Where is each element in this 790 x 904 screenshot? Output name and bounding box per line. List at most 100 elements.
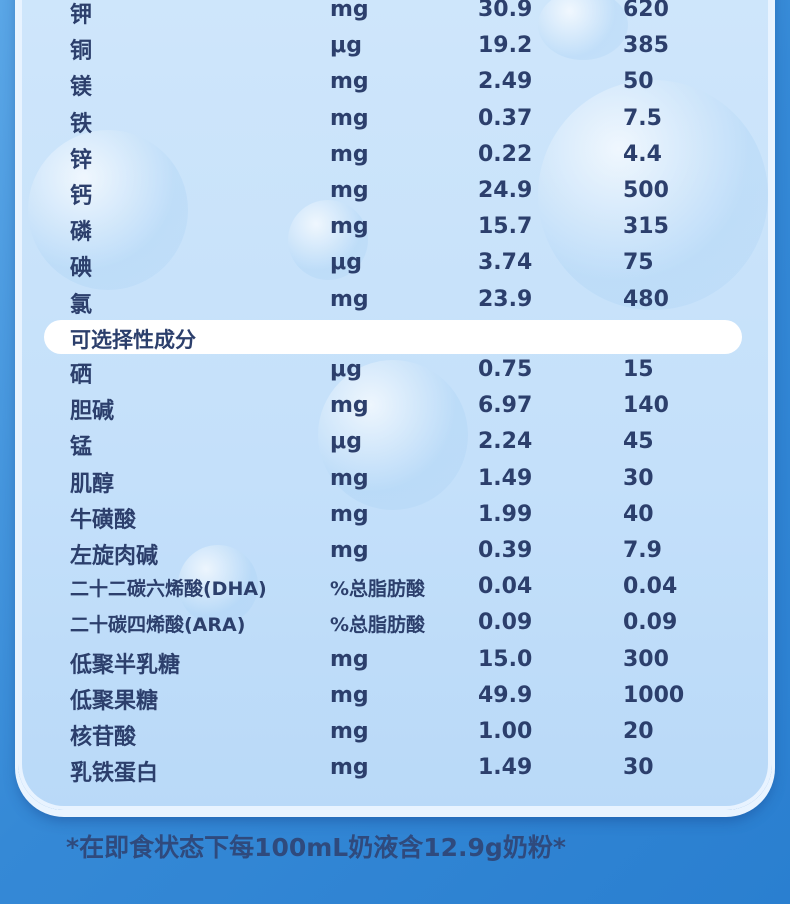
- value-per-100kj: 1.99: [478, 501, 533, 527]
- nutrient-name: 牛磺酸: [70, 507, 137, 533]
- section-header-optional: 可选择性成分: [44, 320, 742, 354]
- value-per-100g: 7.5: [623, 105, 662, 131]
- value-per-100kj: 0.39: [478, 538, 533, 563]
- unit: μg: [330, 429, 362, 455]
- decorative-bubble: [538, 0, 628, 60]
- value-per-100g: 500: [623, 178, 669, 203]
- value-per-100g: 7.9: [623, 538, 662, 563]
- nutrient-name: 二十二碳六烯酸(DHA): [70, 578, 267, 601]
- unit: mg: [330, 719, 369, 744]
- value-per-100kj: 24.9: [478, 178, 533, 203]
- unit: mg: [330, 646, 369, 672]
- value-per-100kj: 15.0: [478, 646, 533, 672]
- unit: mg: [330, 286, 369, 312]
- nutrient-name: 锌: [70, 147, 93, 173]
- table-row: 牛磺酸 mg 1.99 40: [70, 502, 750, 538]
- nutrient-name: 肌醇: [70, 471, 115, 497]
- value-per-100kj: 3.74: [478, 250, 533, 276]
- value-per-100kj: 1.00: [478, 719, 533, 744]
- value-per-100g: 75: [623, 250, 654, 276]
- value-per-100g: 385: [623, 33, 669, 59]
- table-row: 胆碱 mg 6.97 140: [70, 393, 750, 429]
- value-per-100kj: 2.24: [478, 429, 533, 455]
- table-row: 左旋肉碱 mg 0.39 7.9: [70, 538, 750, 574]
- value-per-100g: 315: [623, 214, 669, 240]
- value-per-100g: 140: [623, 393, 669, 419]
- value-per-100g: 20: [623, 719, 654, 744]
- table-row: 低聚半乳糖 mg 15.0 300: [70, 647, 750, 683]
- unit: μg: [330, 250, 362, 276]
- table-row: 肌醇 mg 1.49 30: [70, 466, 750, 502]
- value-per-100kj: 0.04: [478, 574, 533, 600]
- value-per-100kj: 30.9: [478, 0, 533, 22]
- unit: mg: [330, 214, 369, 240]
- value-per-100kj: 49.9: [478, 682, 533, 708]
- table-row: 磷 mg 15.7 315: [70, 214, 750, 250]
- value-per-100g: 45: [623, 429, 654, 455]
- table-row: 氯 mg 23.9 480: [70, 287, 750, 323]
- unit: mg: [330, 538, 369, 563]
- value-per-100kj: 19.2: [478, 33, 533, 59]
- value-per-100kj: 0.09: [478, 610, 533, 636]
- decorative-bubble: [538, 80, 768, 310]
- nutrient-name: 氯: [70, 292, 93, 318]
- value-per-100g: 40: [623, 501, 654, 527]
- nutrient-name: 核苷酸: [70, 725, 137, 750]
- table-row: 二十二碳六烯酸(DHA) %总脂肪酸 0.04 0.04: [70, 574, 750, 610]
- table-row: 铜 μg 19.2 385: [70, 33, 750, 69]
- table-row: 低聚果糖 mg 49.9 1000: [70, 683, 750, 719]
- table-row: 二十碳四烯酸(ARA) %总脂肪酸 0.09 0.09: [70, 610, 750, 646]
- unit: mg: [330, 393, 369, 419]
- value-per-100kj: 23.9: [478, 286, 533, 312]
- decorative-bubble: [178, 545, 258, 625]
- footnote: *在即食状态下每100mL奶液含12.9g奶粉*: [66, 833, 566, 862]
- value-per-100g: 0.09: [623, 610, 678, 636]
- value-per-100kj: 1.49: [478, 755, 533, 781]
- nutrient-name: 铜: [70, 39, 93, 65]
- nutrient-name: 铁: [70, 111, 93, 137]
- unit: %总脂肪酸: [330, 578, 426, 601]
- value-per-100g: 30: [623, 465, 654, 491]
- value-per-100kj: 1.49: [478, 465, 533, 491]
- nutrient-name: 胆碱: [70, 399, 115, 425]
- unit: mg: [330, 178, 369, 203]
- unit: mg: [330, 501, 369, 527]
- value-per-100kj: 15.7: [478, 214, 533, 240]
- table-row: 锰 μg 2.24 45: [70, 429, 750, 465]
- table-row: 核苷酸 mg 1.00 20: [70, 719, 750, 755]
- value-per-100g: 300: [623, 646, 669, 672]
- table-row: 锌 mg 0.22 4.4: [70, 142, 750, 178]
- section-title: 可选择性成分: [70, 328, 196, 352]
- nutrient-name: 左旋肉碱: [70, 544, 159, 569]
- value-per-100g: 1000: [623, 682, 685, 708]
- nutrient-name: 钙: [70, 184, 93, 209]
- value-per-100g: 0.04: [623, 574, 678, 600]
- unit: mg: [330, 0, 369, 22]
- nutrient-name: 磷: [70, 220, 93, 246]
- table-row: 钙 mg 24.9 500: [70, 178, 750, 214]
- decorative-bubble: [318, 360, 468, 510]
- value-per-100g: 50: [623, 69, 654, 95]
- unit: mg: [330, 141, 369, 167]
- nutrient-name: 二十碳四烯酸(ARA): [70, 614, 246, 637]
- value-per-100g: 30: [623, 755, 654, 781]
- value-per-100kj: 0.37: [478, 105, 533, 131]
- value-per-100kj: 0.22: [478, 141, 533, 167]
- unit: mg: [330, 105, 369, 131]
- nutrient-name: 低聚果糖: [70, 688, 159, 714]
- nutrient-name: 低聚半乳糖: [70, 652, 181, 678]
- table-row: 钾 mg 30.9 620: [70, 0, 750, 33]
- nutrient-name: 锰: [70, 435, 93, 461]
- unit: mg: [330, 755, 369, 781]
- table-row: 硒 μg 0.75 15: [70, 357, 750, 393]
- table-row: 铁 mg 0.37 7.5: [70, 106, 750, 142]
- nutrition-table-panel: [18, 0, 772, 810]
- nutrient-name: 硒: [70, 363, 93, 388]
- table-row: 镁 mg 2.49 50: [70, 69, 750, 105]
- table-row: 乳铁蛋白 mg 1.49 30: [70, 755, 750, 791]
- value-per-100g: 480: [623, 286, 669, 312]
- decorative-bubble: [28, 130, 188, 290]
- value-per-100g: 15: [623, 357, 654, 382]
- unit: μg: [330, 357, 362, 382]
- table-row: 碘 μg 3.74 75: [70, 250, 750, 286]
